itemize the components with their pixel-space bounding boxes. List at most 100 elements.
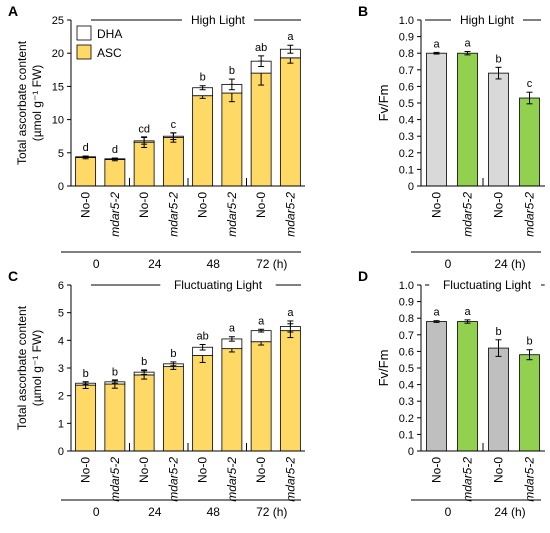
y-tick-label: 0.8 xyxy=(399,48,414,60)
legend-label: DHA xyxy=(97,27,122,41)
significance-letter: b xyxy=(112,366,118,378)
x-tick-label: No-0 xyxy=(492,457,506,483)
y-tick-label: 0.9 xyxy=(399,32,414,44)
y-tick-label: 15 xyxy=(52,81,64,93)
significance-letter: a xyxy=(229,323,236,335)
y-tick-label: 0.5 xyxy=(399,363,414,375)
x-tick-label: mdar5-2 xyxy=(108,457,122,502)
bar-asc xyxy=(75,384,97,452)
bar-asc xyxy=(250,72,272,187)
y-tick-label: 0 xyxy=(408,446,414,458)
x-tick-label: No-0 xyxy=(430,457,444,483)
x-tick-label: mdar5-2 xyxy=(461,192,475,237)
y-axis-label-units: (µmol g⁻¹ FW) xyxy=(30,65,44,142)
group-label: 0 xyxy=(445,505,452,519)
x-tick-label: No-0 xyxy=(254,457,268,483)
significance-letter: a xyxy=(287,31,294,43)
y-tick-label: 1.0 xyxy=(399,15,414,27)
significance-letter: a xyxy=(287,307,294,319)
y-tick-label: 1.0 xyxy=(399,280,414,292)
y-tick-label: 0.8 xyxy=(399,313,414,325)
significance-letter: c xyxy=(527,78,533,90)
significance-letter: b xyxy=(200,72,206,84)
y-tick-label: 0.4 xyxy=(399,380,414,392)
y-tick-label: 1 xyxy=(58,418,64,430)
group-label: 72 (h) xyxy=(256,505,287,519)
bar xyxy=(457,52,478,187)
x-tick-label: No-0 xyxy=(492,192,506,218)
x-tick-label: mdar5-2 xyxy=(283,457,297,502)
panel-title: High Light xyxy=(460,13,515,27)
bar-asc xyxy=(133,374,155,452)
y-tick-label: 5 xyxy=(58,148,64,160)
y-tick-label: 0.2 xyxy=(399,413,414,425)
legend-label: ASC xyxy=(97,46,122,60)
y-tick-label: 0.5 xyxy=(399,98,414,110)
significance-letter: b xyxy=(83,368,89,380)
group-label: 24 xyxy=(148,257,162,271)
bar-asc xyxy=(221,348,243,452)
bar-asc xyxy=(104,383,126,452)
group-label: 24 xyxy=(148,505,162,519)
significance-letter: ab xyxy=(255,42,267,54)
significance-letter: b xyxy=(170,348,176,360)
x-tick-label: No-0 xyxy=(79,192,93,218)
panel-a: A 0 5 10 15 20 25 Total ascorbate content (µmol … xyxy=(8,3,305,271)
y-tick-label: 0.7 xyxy=(399,330,414,342)
y-axis-label: Fv/Fm xyxy=(376,85,391,122)
y-axis-label: Total ascorbate content xyxy=(15,40,29,165)
group-label: 24 (h) xyxy=(494,257,525,271)
y-tick-label: 0.6 xyxy=(399,346,414,358)
x-tick-label: mdar5-2 xyxy=(461,457,475,502)
y-tick-label: 4 xyxy=(58,335,64,347)
x-tick-label: mdar5-2 xyxy=(283,192,297,237)
significance-letter: a xyxy=(464,38,471,50)
significance-letter: d xyxy=(83,142,89,154)
x-tick-label: No-0 xyxy=(196,192,210,218)
y-tick-label: 0 xyxy=(408,181,414,193)
significance-letter: b xyxy=(141,356,147,368)
panel-letter: C xyxy=(8,268,18,284)
group-label: 48 xyxy=(207,257,221,271)
bar-asc xyxy=(75,157,97,187)
y-tick-label: 10 xyxy=(52,115,64,127)
y-tick-label: 0.3 xyxy=(399,396,414,408)
y-tick-label: 0 xyxy=(58,446,64,458)
x-tick-label: mdar5-2 xyxy=(523,457,537,502)
y-tick-label: 6 xyxy=(58,280,64,292)
x-tick-label: mdar5-2 xyxy=(166,192,180,237)
legend-swatch xyxy=(76,44,92,60)
significance-letter: a xyxy=(433,307,440,319)
bar xyxy=(426,52,447,187)
y-tick-label: 5 xyxy=(58,308,64,320)
significance-letter: a xyxy=(464,306,471,318)
significance-letter: cd xyxy=(138,124,150,136)
y-tick-label: 0.1 xyxy=(399,164,414,176)
x-tick-label: No-0 xyxy=(79,457,93,483)
y-tick-label: 0.3 xyxy=(399,131,414,143)
significance-letter: d xyxy=(112,144,118,156)
bar xyxy=(426,321,447,452)
x-tick-label: No-0 xyxy=(196,457,210,483)
bar-asc xyxy=(162,366,184,452)
bar xyxy=(519,97,540,187)
y-tick-label: 0.1 xyxy=(399,429,414,441)
x-tick-label: mdar5-2 xyxy=(225,457,239,502)
legend-swatch xyxy=(76,25,92,41)
y-tick-label: 20 xyxy=(52,48,64,60)
bar-asc xyxy=(104,159,126,187)
bar-asc xyxy=(192,355,214,452)
bar xyxy=(488,72,509,187)
bar-asc xyxy=(250,341,272,452)
x-tick-label: mdar5-2 xyxy=(523,192,537,237)
bar-asc xyxy=(133,141,155,187)
significance-letter: c xyxy=(171,119,177,131)
group-label: 0 xyxy=(93,257,100,271)
x-tick-label: No-0 xyxy=(137,192,151,218)
y-tick-label: 0.2 xyxy=(399,148,414,160)
panel-letter: A xyxy=(8,3,18,19)
significance-letter: ab xyxy=(197,330,209,342)
x-tick-label: No-0 xyxy=(137,457,151,483)
